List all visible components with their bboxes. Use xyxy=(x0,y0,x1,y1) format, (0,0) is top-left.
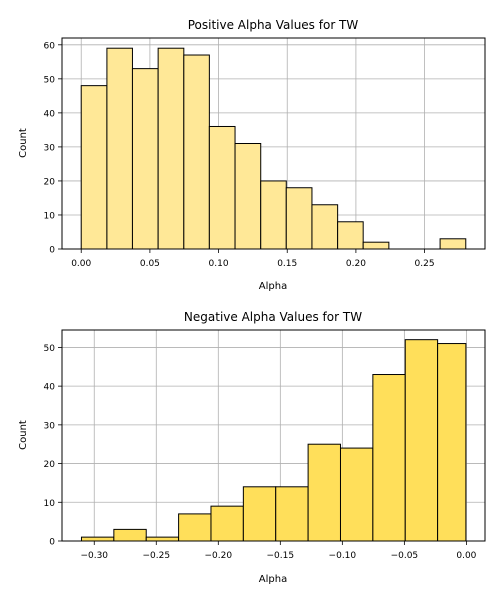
x-tick-label: −0.20 xyxy=(205,551,233,561)
axis-ticks: 0.00 0.05 0.10 0.15 0.20 0.25 0 10 20 30 40 50 60 xyxy=(44,41,435,269)
y-tick-label: 20 xyxy=(44,177,56,187)
x-tick-label: −0.10 xyxy=(329,551,357,561)
axis-ticks: −0.30 −0.25 −0.20 −0.15 −0.10 −0.05 0.00 0 10 20 3… xyxy=(44,344,477,561)
histogram-bar xyxy=(439,238,467,250)
x-tick-label: 0.25 xyxy=(415,259,435,269)
histogram-bar xyxy=(242,486,277,542)
x-tick-label: 0.00 xyxy=(456,551,476,561)
plot-frame xyxy=(61,37,486,250)
positive-alpha-chart: Positive Alpha Values for TW 0.00 0.05 0.1… xyxy=(18,18,486,292)
y-axis-label: Count xyxy=(18,128,29,158)
x-tick-label: 0.00 xyxy=(71,259,91,269)
histogram-bar xyxy=(311,204,339,250)
x-tick-label: 0.10 xyxy=(209,259,229,269)
y-tick-label: 20 xyxy=(44,460,56,470)
histogram-bar xyxy=(80,536,115,542)
histogram-bar xyxy=(404,339,439,542)
x-tick-label: 0.20 xyxy=(346,259,366,269)
x-axis-label: Alpha xyxy=(259,281,287,292)
histogram-bar xyxy=(178,513,212,542)
histogram-bars xyxy=(80,47,467,250)
x-tick-label: 0.15 xyxy=(277,259,297,269)
y-tick-label: 0 xyxy=(49,246,55,256)
histogram-bar xyxy=(113,528,147,542)
histogram-bar xyxy=(437,343,467,542)
x-tick-label: 0.05 xyxy=(140,259,160,269)
y-tick-label: 50 xyxy=(44,75,56,85)
histogram-bar xyxy=(339,447,374,542)
x-tick-label: −0.15 xyxy=(267,551,295,561)
histogram-bar xyxy=(260,180,287,250)
histogram-bar xyxy=(106,47,133,250)
histogram-bar xyxy=(210,505,244,542)
x-tick-label: −0.25 xyxy=(142,551,170,561)
x-tick-label: −0.30 xyxy=(80,551,108,561)
histogram-bar xyxy=(145,536,180,542)
y-tick-label: 40 xyxy=(44,109,56,119)
y-tick-label: 60 xyxy=(44,41,56,51)
y-axis-label: Count xyxy=(18,420,29,450)
histogram-bar xyxy=(183,54,210,250)
histogram-bar xyxy=(275,486,309,542)
chart-title: Negative Alpha Values for TW xyxy=(184,310,362,324)
y-tick-label: 0 xyxy=(49,538,55,548)
y-tick-label: 30 xyxy=(44,143,56,153)
histogram-bar xyxy=(285,187,313,250)
y-tick-label: 10 xyxy=(44,499,56,509)
y-tick-label: 30 xyxy=(44,421,56,431)
histogram-bar xyxy=(208,125,236,250)
x-axis-label: Alpha xyxy=(259,574,287,585)
histogram-bar xyxy=(234,143,262,250)
histogram-bar xyxy=(307,443,341,542)
negative-alpha-chart: Negative Alpha Values for TW −0.30 −0.25−… xyxy=(18,310,486,585)
y-tick-label: 10 xyxy=(44,211,56,221)
histogram-bar xyxy=(362,241,390,250)
x-tick-label: −0.05 xyxy=(391,551,419,561)
histogram-bar xyxy=(80,85,108,250)
y-tick-label: 40 xyxy=(44,383,56,393)
histogram-bar xyxy=(131,68,159,250)
histogram-bar xyxy=(372,374,406,542)
chart-title: Positive Alpha Values for TW xyxy=(188,18,359,32)
histogram-bars xyxy=(80,339,467,542)
plot-frame xyxy=(61,329,486,542)
histogram-bar xyxy=(157,47,185,250)
y-tick-label: 50 xyxy=(44,344,56,354)
histogram-bar xyxy=(337,221,364,250)
